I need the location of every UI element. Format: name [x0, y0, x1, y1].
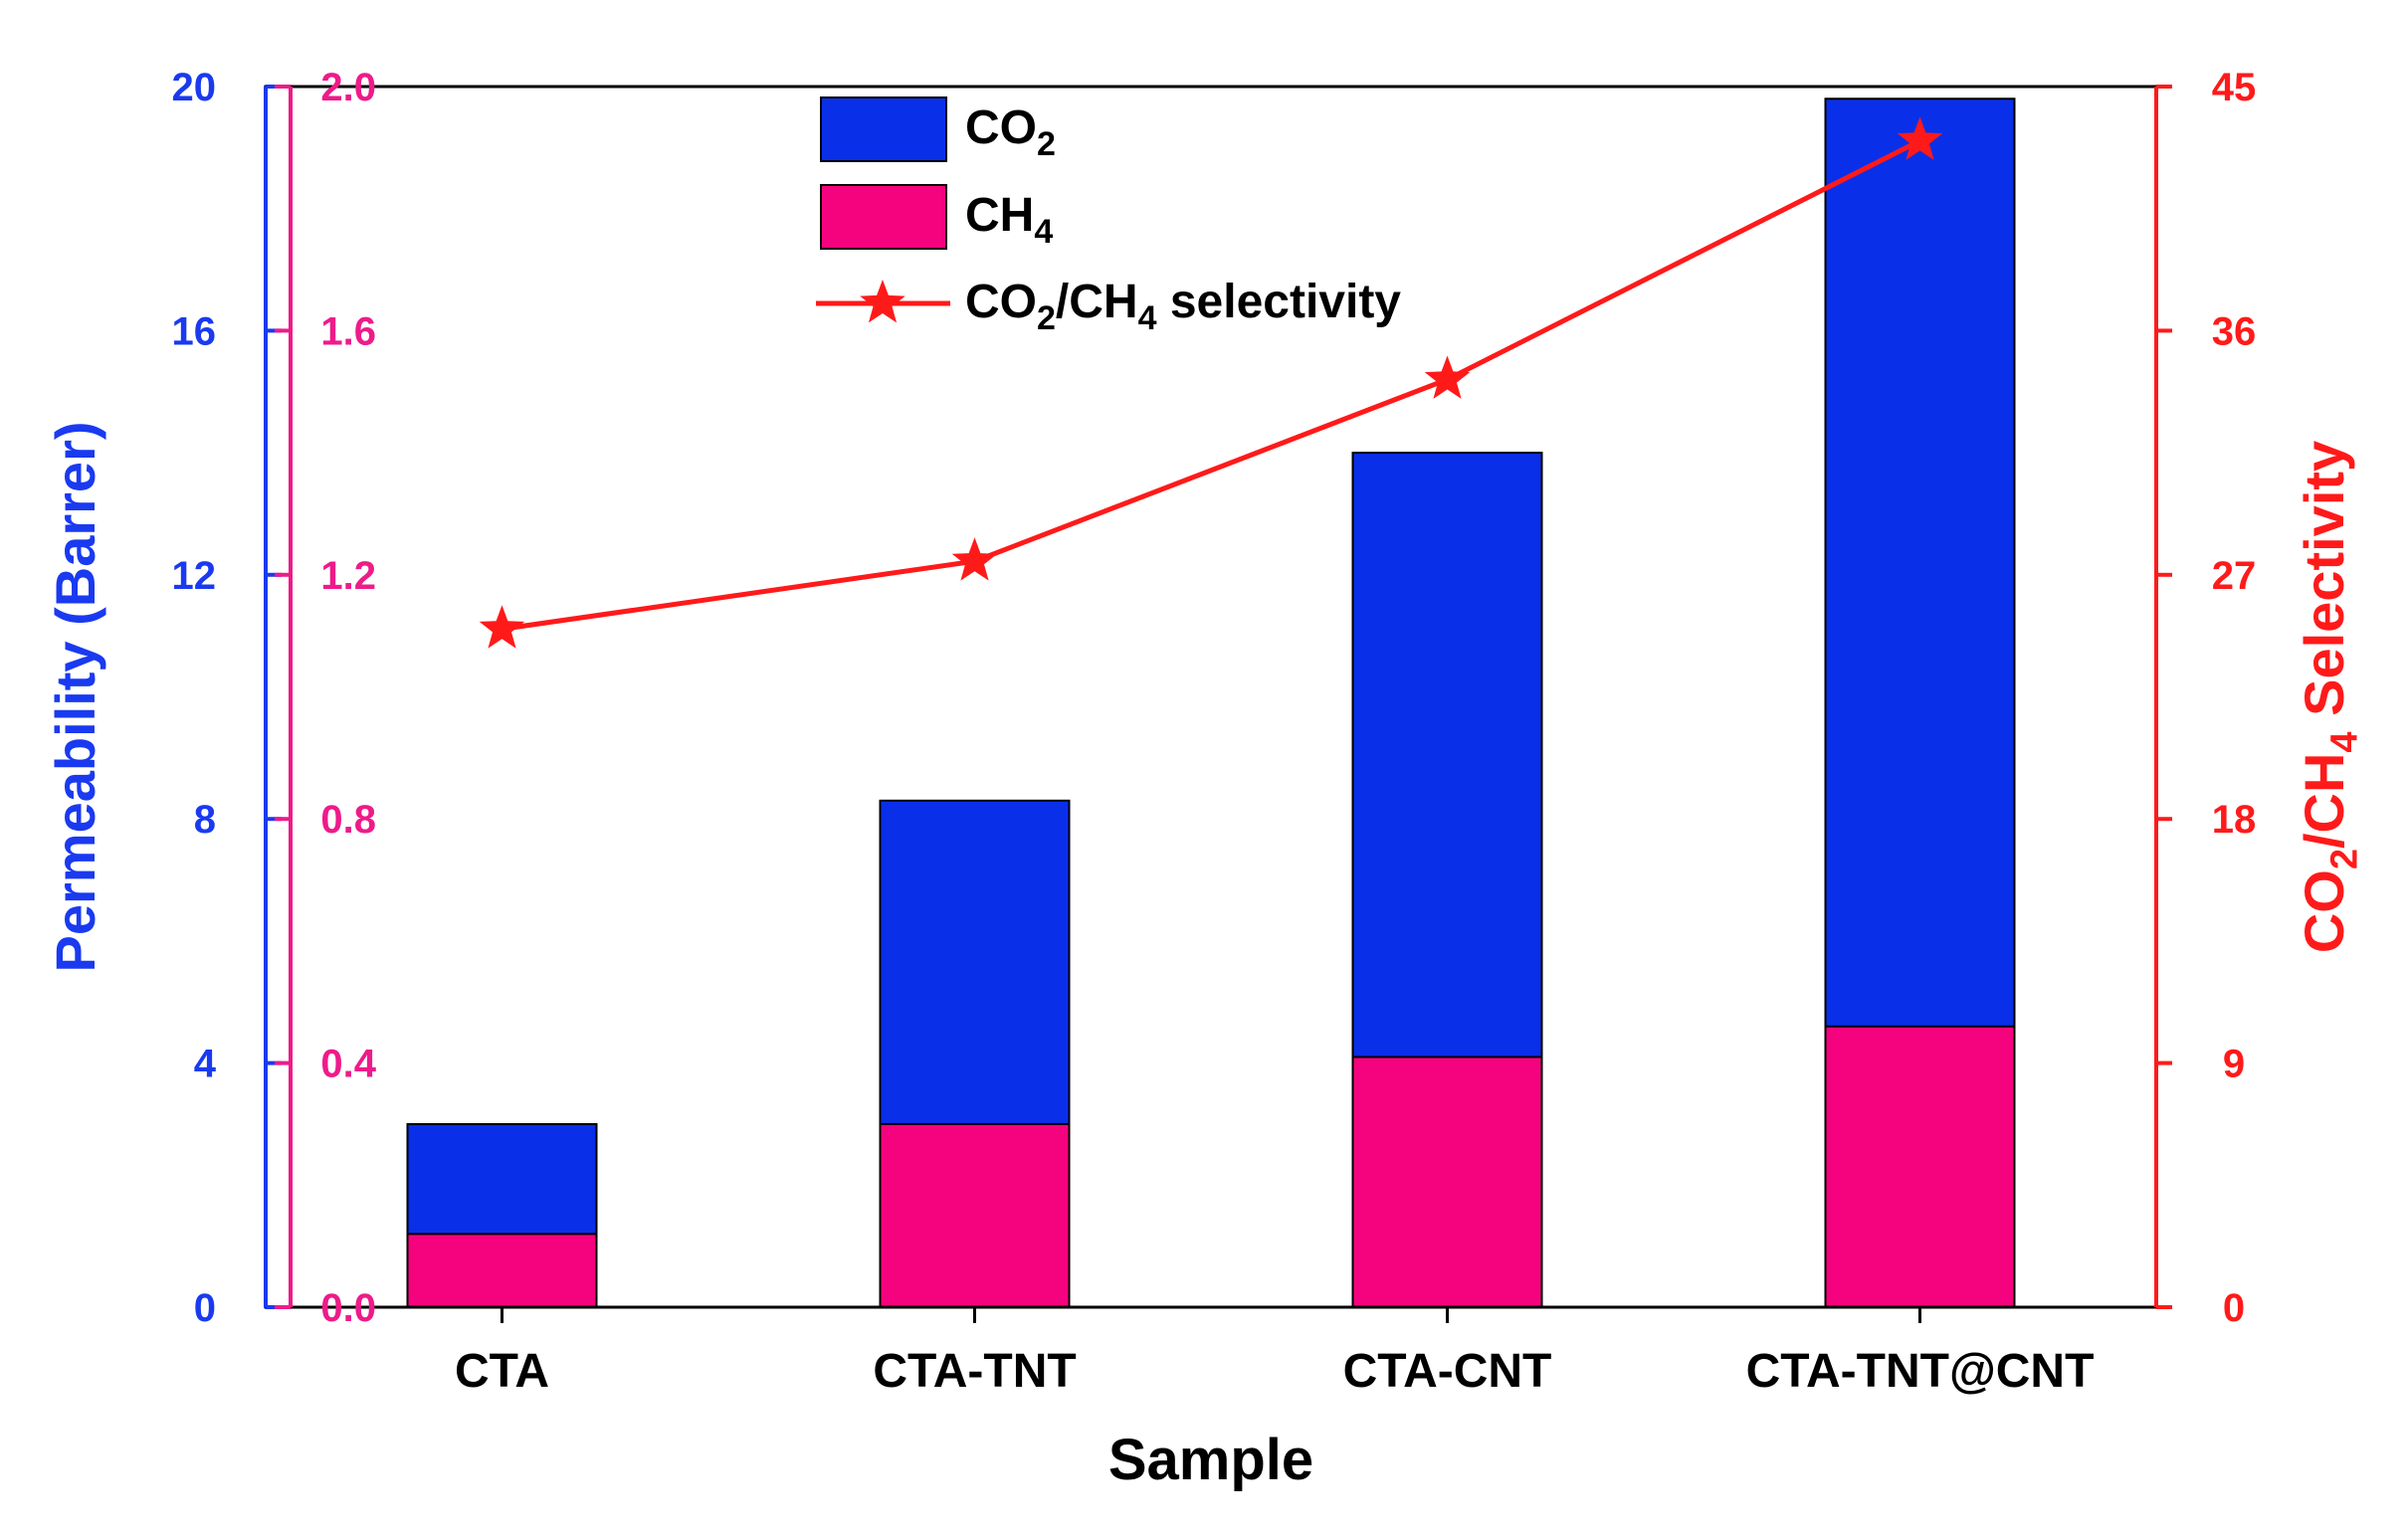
y-tick-label-right: 9 — [2223, 1043, 2245, 1086]
y-tick-label-left-inner: 1.2 — [320, 554, 376, 598]
legend-swatch-star — [860, 280, 905, 323]
bars-layer — [406, 97, 2016, 1309]
y-tick-label-left-outer: 8 — [194, 798, 216, 842]
y-tick-label-left-inner: 0.8 — [320, 798, 376, 842]
legend: CO2 CH4 CO2/CH4 selectivity — [816, 96, 1401, 337]
y-tick-label-right: 27 — [2212, 554, 2257, 598]
bar-ch4 — [406, 1233, 598, 1309]
y-tick-label-left-inner: 1.6 — [320, 309, 376, 353]
x-category-label: CTA-TNT — [873, 1345, 1076, 1398]
y-tick-label-left-outer: 12 — [172, 554, 217, 598]
y-tick-label-left-inner: 0.0 — [320, 1286, 376, 1330]
x-category-label: CTA — [455, 1345, 549, 1398]
y-tick-label-left-inner: 0.4 — [320, 1043, 376, 1086]
selectivity-point — [1897, 116, 1943, 160]
bar-ch4 — [879, 1122, 1071, 1308]
selectivity-point — [479, 605, 525, 649]
selectivity-line — [502, 138, 1921, 632]
legend-swatch-ch4 — [820, 184, 947, 250]
legend-label: CO2 — [965, 101, 1056, 163]
y-axis-title-left: Permeability (Barrer) — [44, 421, 106, 972]
y-tick-label-left-outer: 0 — [194, 1286, 216, 1330]
y-axis-title-right: CO2/CH4 Selectivity — [2293, 441, 2365, 953]
axes-layer: 0 4 8 12 16 20 0.0 0.4 0.8 1.2 1.6 2.0 0 9 18 27 36 45 CTA… — [172, 66, 2257, 1398]
y-tick-label-left-outer: 20 — [172, 66, 217, 109]
y-tick-label-right: 0 — [2223, 1286, 2245, 1330]
bar-ch4 — [1351, 1056, 1543, 1308]
y-tick-label-right: 36 — [2212, 309, 2257, 353]
y-tick-label-left-inner: 2.0 — [320, 66, 376, 109]
bar-ch4 — [1824, 1025, 2016, 1309]
selectivity-line-layer — [479, 116, 1943, 649]
y-tick-label-left-outer: 4 — [194, 1043, 217, 1086]
selectivity-point — [1424, 355, 1471, 399]
x-category-label: CTA-TNT@CNT — [1746, 1345, 2095, 1398]
y-tick-label-left-outer: 16 — [172, 309, 217, 353]
x-category-label: CTA-CNT — [1343, 1345, 1552, 1398]
legend-swatch-co2 — [820, 96, 947, 162]
legend-label: CO2/CH4 selectivity — [965, 276, 1401, 337]
selectivity-point — [951, 537, 998, 581]
legend-label: CH4 — [965, 189, 1053, 251]
y-tick-label-right: 18 — [2212, 798, 2257, 842]
y-tick-label-right: 45 — [2212, 66, 2257, 109]
x-axis-title: Sample — [1108, 1428, 1313, 1492]
